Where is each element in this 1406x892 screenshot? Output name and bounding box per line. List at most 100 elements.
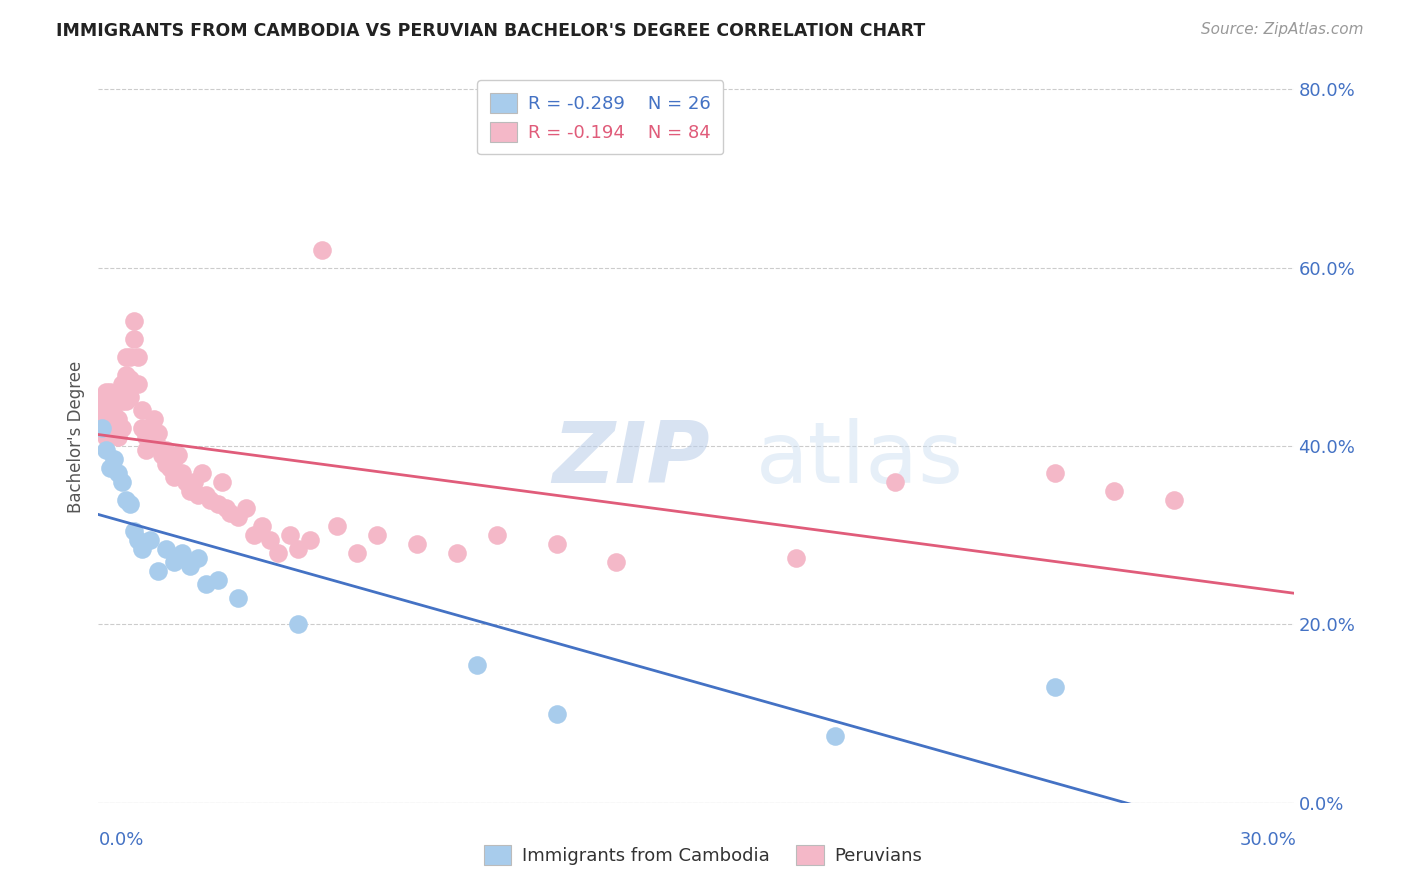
- Point: [111, 376, 134, 391]
- Point: [96, 403, 118, 417]
- Point: [179, 559, 201, 574]
- Point: [287, 541, 309, 556]
- Point: [124, 314, 146, 328]
- Point: [96, 385, 118, 400]
- Point: [1043, 466, 1066, 480]
- Point: [131, 403, 153, 417]
- Point: [326, 519, 349, 533]
- Point: [139, 434, 162, 449]
- Point: [96, 394, 118, 409]
- Point: [103, 425, 125, 440]
- Point: [311, 243, 333, 257]
- Text: ZIP: ZIP: [553, 417, 710, 500]
- Point: [148, 425, 170, 440]
- Point: [100, 385, 122, 400]
- Point: [159, 461, 181, 475]
- Point: [103, 452, 125, 467]
- Point: [100, 412, 122, 426]
- Point: [155, 457, 177, 471]
- Point: [148, 439, 170, 453]
- Point: [139, 533, 162, 547]
- Point: [150, 448, 173, 462]
- Point: [148, 564, 170, 578]
- Point: [259, 533, 281, 547]
- Point: [100, 425, 122, 440]
- Point: [163, 470, 186, 484]
- Point: [605, 555, 627, 569]
- Point: [107, 412, 129, 426]
- Point: [103, 408, 125, 422]
- Point: [120, 390, 142, 404]
- Point: [107, 430, 129, 444]
- Point: [211, 475, 233, 489]
- Point: [198, 492, 221, 507]
- Text: 0.0%: 0.0%: [98, 831, 143, 849]
- Point: [250, 519, 273, 533]
- Point: [131, 541, 153, 556]
- Point: [107, 394, 129, 409]
- Point: [278, 528, 301, 542]
- Point: [1163, 492, 1185, 507]
- Point: [155, 443, 177, 458]
- Point: [465, 657, 488, 672]
- Point: [884, 475, 907, 489]
- Point: [91, 403, 114, 417]
- Point: [172, 466, 194, 480]
- Point: [179, 483, 201, 498]
- Point: [187, 550, 209, 565]
- Point: [207, 497, 229, 511]
- Point: [91, 421, 114, 435]
- Point: [96, 443, 118, 458]
- Point: [215, 501, 238, 516]
- Point: [226, 591, 249, 605]
- Point: [219, 506, 242, 520]
- Point: [785, 550, 807, 565]
- Point: [124, 332, 146, 346]
- Point: [183, 475, 205, 489]
- Point: [139, 421, 162, 435]
- Point: [207, 573, 229, 587]
- Text: atlas: atlas: [756, 417, 963, 500]
- Point: [159, 448, 181, 462]
- Point: [127, 533, 149, 547]
- Point: [120, 372, 142, 386]
- Point: [91, 412, 114, 426]
- Y-axis label: Bachelor's Degree: Bachelor's Degree: [66, 361, 84, 513]
- Point: [226, 510, 249, 524]
- Text: IMMIGRANTS FROM CAMBODIA VS PERUVIAN BACHELOR'S DEGREE CORRELATION CHART: IMMIGRANTS FROM CAMBODIA VS PERUVIAN BAC…: [56, 22, 925, 40]
- Point: [191, 466, 214, 480]
- Point: [546, 706, 568, 721]
- Legend: R = -0.289    N = 26, R = -0.194    N = 84: R = -0.289 N = 26, R = -0.194 N = 84: [478, 80, 723, 154]
- Point: [174, 475, 197, 489]
- Point: [107, 385, 129, 400]
- Point: [96, 430, 118, 444]
- Point: [298, 533, 321, 547]
- Point: [546, 537, 568, 551]
- Point: [195, 577, 218, 591]
- Point: [143, 430, 166, 444]
- Point: [167, 448, 190, 462]
- Point: [135, 430, 157, 444]
- Point: [243, 528, 266, 542]
- Point: [91, 394, 114, 409]
- Point: [187, 488, 209, 502]
- Point: [195, 488, 218, 502]
- Point: [107, 466, 129, 480]
- Point: [127, 376, 149, 391]
- Point: [1102, 483, 1125, 498]
- Point: [824, 729, 846, 743]
- Legend: Immigrants from Cambodia, Peruvians: Immigrants from Cambodia, Peruvians: [477, 838, 929, 872]
- Point: [163, 452, 186, 467]
- Point: [1043, 680, 1066, 694]
- Point: [115, 368, 138, 382]
- Point: [131, 421, 153, 435]
- Point: [267, 546, 290, 560]
- Point: [143, 412, 166, 426]
- Point: [111, 475, 134, 489]
- Point: [111, 421, 134, 435]
- Point: [124, 524, 146, 538]
- Point: [172, 546, 194, 560]
- Point: [127, 350, 149, 364]
- Point: [115, 350, 138, 364]
- Point: [135, 443, 157, 458]
